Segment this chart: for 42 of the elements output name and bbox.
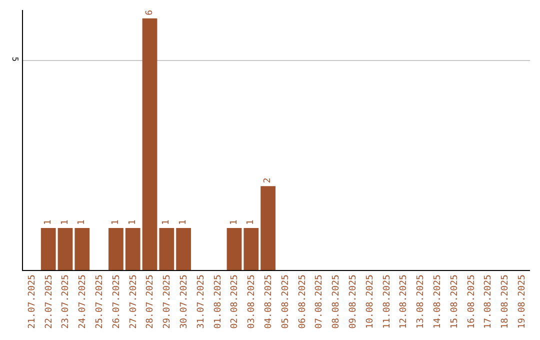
- data-label: 1: [77, 220, 88, 226]
- data-label: 1: [110, 220, 121, 226]
- y-tick-label: 5: [10, 56, 20, 62]
- x-tick-label: 09.08.2025: [348, 274, 358, 329]
- x-tick-label: 29.07.2025: [162, 274, 173, 329]
- x-tick-label: 31.07.2025: [196, 274, 206, 329]
- data-label: 1: [128, 220, 138, 226]
- x-tick-label: 30.07.2025: [179, 274, 190, 329]
- x-tick-label: 07.08.2025: [314, 274, 325, 329]
- x-tick-label: 18.08.2025: [500, 274, 511, 329]
- x-tick-label: 08.08.2025: [332, 274, 342, 329]
- x-tick-label: 26.07.2025: [112, 274, 122, 329]
- x-tick-label: 21.07.2025: [27, 274, 38, 329]
- x-tick-label: 01.08.2025: [213, 274, 224, 329]
- x-tick-label: 15.08.2025: [450, 274, 460, 329]
- x-tick-label: 03.08.2025: [247, 274, 258, 329]
- data-label: 1: [229, 220, 240, 226]
- x-tick-label: 05.08.2025: [280, 274, 291, 329]
- x-tick-label: 22.07.2025: [44, 274, 54, 329]
- x-tick-label: 04.08.2025: [264, 274, 274, 329]
- x-tick-label: 11.08.2025: [382, 274, 392, 329]
- x-tick-label: 24.07.2025: [78, 274, 88, 329]
- data-label: 6: [144, 10, 155, 16]
- x-tick-label: 23.07.2025: [61, 274, 72, 329]
- data-label: 1: [60, 220, 70, 226]
- data-label: 1: [246, 220, 256, 226]
- x-tick-label: 12.08.2025: [399, 274, 410, 329]
- x-tick-label: 17.08.2025: [484, 274, 494, 329]
- data-label: 1: [178, 220, 189, 226]
- x-tick-label: 16.08.2025: [466, 274, 477, 329]
- x-tick-label: 13.08.2025: [416, 274, 426, 329]
- x-tick-label: 25.07.2025: [94, 274, 105, 329]
- x-tick-label: 19.08.2025: [517, 274, 528, 329]
- x-tick-label: 10.08.2025: [365, 274, 376, 329]
- x-tick-label: 27.07.2025: [128, 274, 139, 329]
- x-tick-label: 28.07.2025: [146, 274, 156, 329]
- x-tick-label: 06.08.2025: [298, 274, 308, 329]
- x-tick-label: 02.08.2025: [230, 274, 240, 329]
- data-label: 2: [263, 178, 274, 184]
- data-label: 1: [43, 220, 54, 226]
- x-tick-label: 14.08.2025: [432, 274, 443, 329]
- data-label: 1: [162, 220, 172, 226]
